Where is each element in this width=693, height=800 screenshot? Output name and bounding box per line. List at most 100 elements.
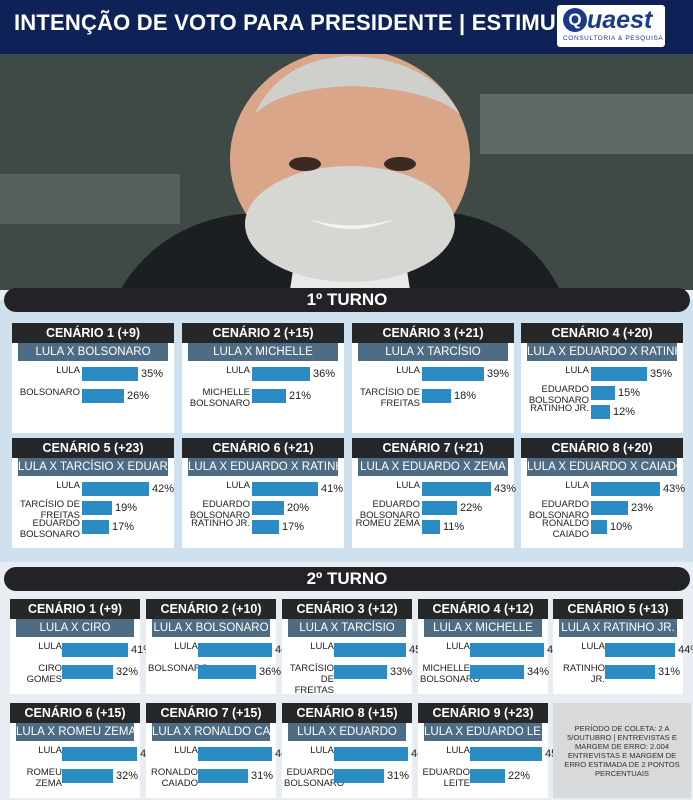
vote-percent: 15% [618,387,641,399]
candidate-name: LULA [446,745,470,756]
vote-bar [334,665,387,679]
page-title: INTENÇÃO DE VOTO PARA PRESIDENTE | ESTIM… [14,10,618,35]
candidate-name: LULA [174,745,198,756]
vote-bar [605,665,655,679]
scenario-card: CENÁRIO 2 (+15) LULA X MICHELLE LULA 36% MIC… [182,323,344,433]
vote-bar [591,501,628,515]
scenario-subtitle: LULA X EDUARDO X ZEMA [358,458,508,476]
vote-percent: 36% [313,368,336,380]
scenario-subtitle: LULA X BOLSONARO [18,343,168,361]
vote-percent: 35% [650,368,673,380]
scenario-title: CENÁRIO 9 (+23) [418,703,548,723]
vote-bar [591,386,615,400]
vote-bar [334,769,384,783]
candidate-name: EDUARDO BOLSONARO [284,767,345,789]
scenario-title: CENÁRIO 1 (+9) [12,323,174,343]
vote-bar [62,643,128,657]
scenario-subtitle: LULA X EDUARDO X CAIADO [527,458,677,476]
candidate-name: LULA [581,641,605,652]
candidate-name: LULA [174,641,198,652]
candidate-name: EDUARDO LEITE [422,767,470,789]
scenario-card: CENÁRIO 8 (+20) LULA X EDUARDO X CAIADO LU… [521,438,685,548]
logo-mark: Q [563,8,587,32]
scenario-subtitle: LULA X EDUARDO X RATINHO JR. [188,458,338,476]
vote-bar [605,643,675,657]
vote-bar [591,482,660,496]
vote-bar [591,405,610,419]
candidate-name: RATINHO JR. [191,518,250,529]
candidate-name: RONALDO CAIADO [542,518,589,540]
vote-bar [252,367,310,381]
scenario-card: CENÁRIO 3 (+21) LULA X TARCÍSIO LULA 39% TAR… [352,323,514,433]
vote-percent: 10% [610,521,633,533]
scenario-card: CENÁRIO 9 (+23)LULA X EDUARDO LEITELULA4… [418,703,567,798]
candidate-name: LULA [226,365,250,376]
scenario-subtitle: LULA X CIRO [16,619,134,637]
vote-bar [198,665,256,679]
scenario-subtitle: LULA X EDUARDO X RATINHO JR. [527,343,677,361]
candidate-name: LULA [38,745,62,756]
candidate-name: EDUARDO BOLSONARO [189,499,250,521]
logo-text: uaest [587,6,653,34]
scenario-title: CENÁRIO 5 (+23) [12,438,174,458]
candidate-name: TARCÍSIO DE FREITAS [360,387,420,409]
scenario-card: CENÁRIO 3 (+12)LULA X TARCÍSIOLULA45%TAR… [282,599,431,696]
candidate-name: LULA [396,480,420,491]
vote-bar [198,747,272,761]
candidate-name: BOLSONARO [148,663,209,674]
candidate-name: LULA [446,641,470,652]
vote-bar [252,389,286,403]
vote-percent: 12% [613,406,636,418]
candidate-name: EDUARDO BOLSONARO [528,384,589,406]
vote-bar [82,389,124,403]
scenario-subtitle: LULA X ROMEU ZEMA [16,723,134,741]
scenario-subtitle: LULA X RONALDO CAIADO [152,723,270,741]
vote-percent: 34% [527,666,550,678]
vote-bar [82,520,109,534]
candidate-name: LULA [565,365,589,376]
vote-bar [82,367,138,381]
vote-percent: 18% [454,390,477,402]
candidate-name: LULA [310,745,334,756]
scenario-card: CENÁRIO 4 (+20)LULA X EDUARDO X RATINHO … [521,323,683,433]
scenario-title: CENÁRIO 4 (+20) [521,323,683,343]
scenario-title: CENÁRIO 2 (+15) [182,323,344,343]
candidate-photo [0,54,693,290]
candidate-name: MICHELLE BOLSONARO [189,387,250,409]
vote-percent: 35% [141,368,164,380]
vote-percent: 17% [282,521,305,533]
scenario-title: CENÁRIO 1 (+9) [10,599,140,619]
candidate-name: RATINHO JR. [530,403,589,414]
vote-percent: 42% [152,483,175,495]
vote-percent: 41% [321,483,344,495]
candidate-name: ROMEU ZEMA [355,518,420,529]
vote-bar [82,501,112,515]
scenario-title: CENÁRIO 6 (+21) [182,438,344,458]
candidate-name: LULA [396,365,420,376]
scenario-title: CENÁRIO 8 (+15) [282,703,412,723]
vote-bar [470,769,505,783]
candidate-name: RATINHO JR. [562,663,605,685]
vote-bar [252,520,279,534]
vote-percent: 44% [678,644,693,656]
vote-bar [470,665,524,679]
scenario-card: CENÁRIO 8 (+15)LULA X EDUARDOLULA46%EDUA… [282,703,433,798]
scenario-title: CENÁRIO 3 (+12) [282,599,412,619]
vote-percent: 32% [116,666,139,678]
scenario-subtitle: LULA X TARCÍSIO [358,343,508,361]
vote-percent: 11% [443,521,465,533]
header-bar: INTENÇÃO DE VOTO PARA PRESIDENTE | ESTIM… [0,0,693,54]
candidate-name: TARCÍSIO DE FREITAS [289,663,334,696]
vote-percent: 20% [287,502,310,514]
vote-percent: 21% [289,390,312,402]
first-round-banner: 1º TURNO [4,288,690,312]
scenario-subtitle: LULA X BOLSONARO [152,619,270,637]
scenario-card: CENÁRIO 6 (+21)LULA X EDUARDO X RATINHO … [182,438,344,548]
scenario-subtitle: LULA X EDUARDO [288,723,406,741]
vote-bar [198,769,248,783]
vote-bar [591,367,647,381]
vote-percent: 31% [251,770,274,782]
candidate-name: LULA [310,641,334,652]
vote-bar [252,482,318,496]
candidate-name: EDUARDO BOLSONARO [528,499,589,521]
